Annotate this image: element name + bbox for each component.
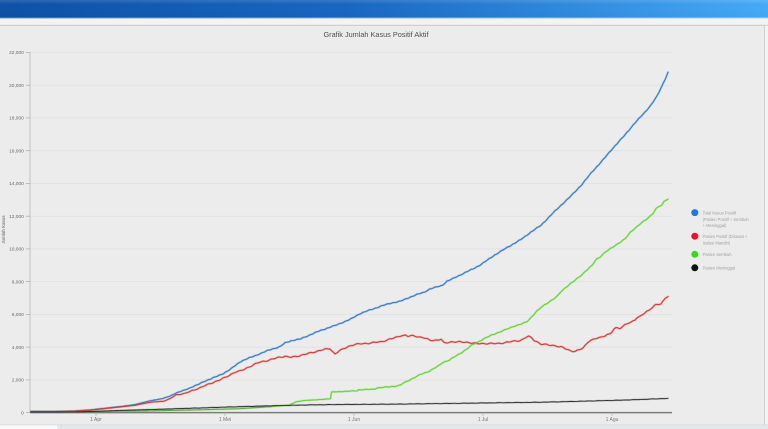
svg-text:12,000: 12,000 (9, 214, 24, 220)
svg-text:1 Apr: 1 Apr (90, 417, 102, 423)
svg-text:1 Jun: 1 Jun (348, 417, 360, 423)
svg-text:1 Agu: 1 Agu (606, 417, 619, 423)
svg-text:Total Kasus Positif: Total Kasus Positif (703, 211, 737, 216)
svg-text:6,000: 6,000 (12, 312, 24, 318)
svg-text:10,000: 10,000 (9, 247, 24, 253)
svg-text:18,000: 18,000 (9, 116, 24, 122)
svg-text:8,000: 8,000 (12, 279, 24, 285)
svg-text:1 Jul: 1 Jul (478, 417, 489, 423)
svg-text:20,000: 20,000 (9, 83, 24, 89)
svg-text:14,000: 14,000 (9, 181, 24, 187)
svg-text:1 Mei: 1 Mei (219, 417, 231, 423)
svg-text:0: 0 (21, 410, 24, 416)
svg-text:(Pasien Positif + Sembuh: (Pasien Positif + Sembuh (703, 217, 750, 222)
svg-text:+ Meninggal): + Meninggal) (703, 223, 727, 228)
svg-text:22,000: 22,000 (9, 50, 24, 56)
svg-text:Grafik Jumlah Kasus Positif Ak: Grafik Jumlah Kasus Positif Aktif (323, 30, 429, 39)
svg-text:Pasien Meninggal: Pasien Meninggal (703, 266, 736, 271)
svg-text:4,000: 4,000 (12, 345, 24, 351)
svg-text:Pasien Positif (Dirawat +: Pasien Positif (Dirawat + (703, 234, 748, 239)
svg-text:Pasien Sembuh: Pasien Sembuh (703, 252, 733, 257)
svg-text:Jumlah Kasus: Jumlah Kasus (1, 215, 6, 244)
svg-text:16,000: 16,000 (9, 148, 24, 154)
svg-text:2,000: 2,000 (12, 378, 24, 384)
svg-text:Isolasi Mandiri): Isolasi Mandiri) (703, 240, 731, 245)
